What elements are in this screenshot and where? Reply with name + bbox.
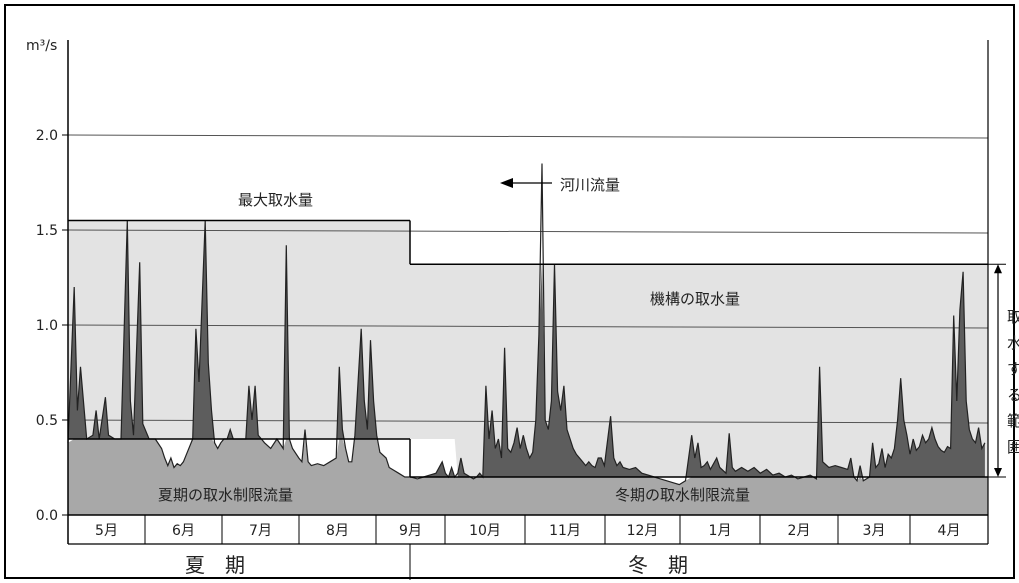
range-char-5: 囲: [1007, 438, 1019, 456]
range-arrow-head-top: [994, 264, 1002, 274]
month-label-11: 4月: [938, 523, 961, 539]
below-limit-area: [68, 439, 985, 485]
month-label-9: 2月: [788, 523, 811, 539]
summer-season-label: 夏 期: [185, 553, 245, 577]
y-tick-label-4: 2.0: [36, 128, 58, 144]
river-flow-label: 河川流量: [560, 176, 620, 194]
month-label-3: 8月: [326, 523, 349, 539]
month-label-4: 9月: [399, 523, 422, 539]
range-char-4: 範: [1007, 412, 1019, 430]
month-label-8: 1月: [709, 523, 732, 539]
summer-limit-label: 夏期の取水制限流量: [158, 486, 293, 504]
month-label-7: 12月: [627, 523, 659, 539]
range-char-3: る: [1007, 386, 1019, 404]
y-tick-label-0: 0.0: [36, 508, 58, 524]
winter-limit-label: 冬期の取水制限流量: [615, 486, 750, 504]
y-tick-label-3: 1.5: [36, 223, 58, 239]
gridline-2: [67, 229, 989, 234]
range-char-2: す: [1007, 360, 1019, 378]
month-label-5: 10月: [469, 523, 501, 539]
month-label-1: 6月: [172, 523, 195, 539]
agency-intake-label: 機構の取水量: [650, 290, 740, 308]
gridline-3: [67, 134, 989, 139]
winter-limit-area: [410, 477, 988, 515]
gridline-0: [67, 419, 989, 424]
month-label-10: 3月: [863, 523, 886, 539]
month-label-6: 11月: [549, 523, 581, 539]
y-tick-label-2: 1.0: [36, 318, 58, 334]
y-tick-label-1: 0.5: [36, 413, 58, 429]
winter-season-label: 冬 期: [628, 553, 688, 577]
gridline-1: [67, 324, 989, 329]
month-label-0: 5月: [95, 523, 118, 539]
range-char-0: 取: [1007, 308, 1019, 326]
y-axis-unit: m³/s: [26, 38, 57, 54]
max-intake-label: 最大取水量: [238, 191, 313, 209]
outer-frame: [4, 4, 1015, 579]
month-label-2: 7月: [249, 523, 272, 539]
range-char-1: 水: [1007, 334, 1019, 352]
range-arrow-head-bottom: [994, 468, 1002, 477]
river-flow-pointer-head: [500, 178, 513, 188]
